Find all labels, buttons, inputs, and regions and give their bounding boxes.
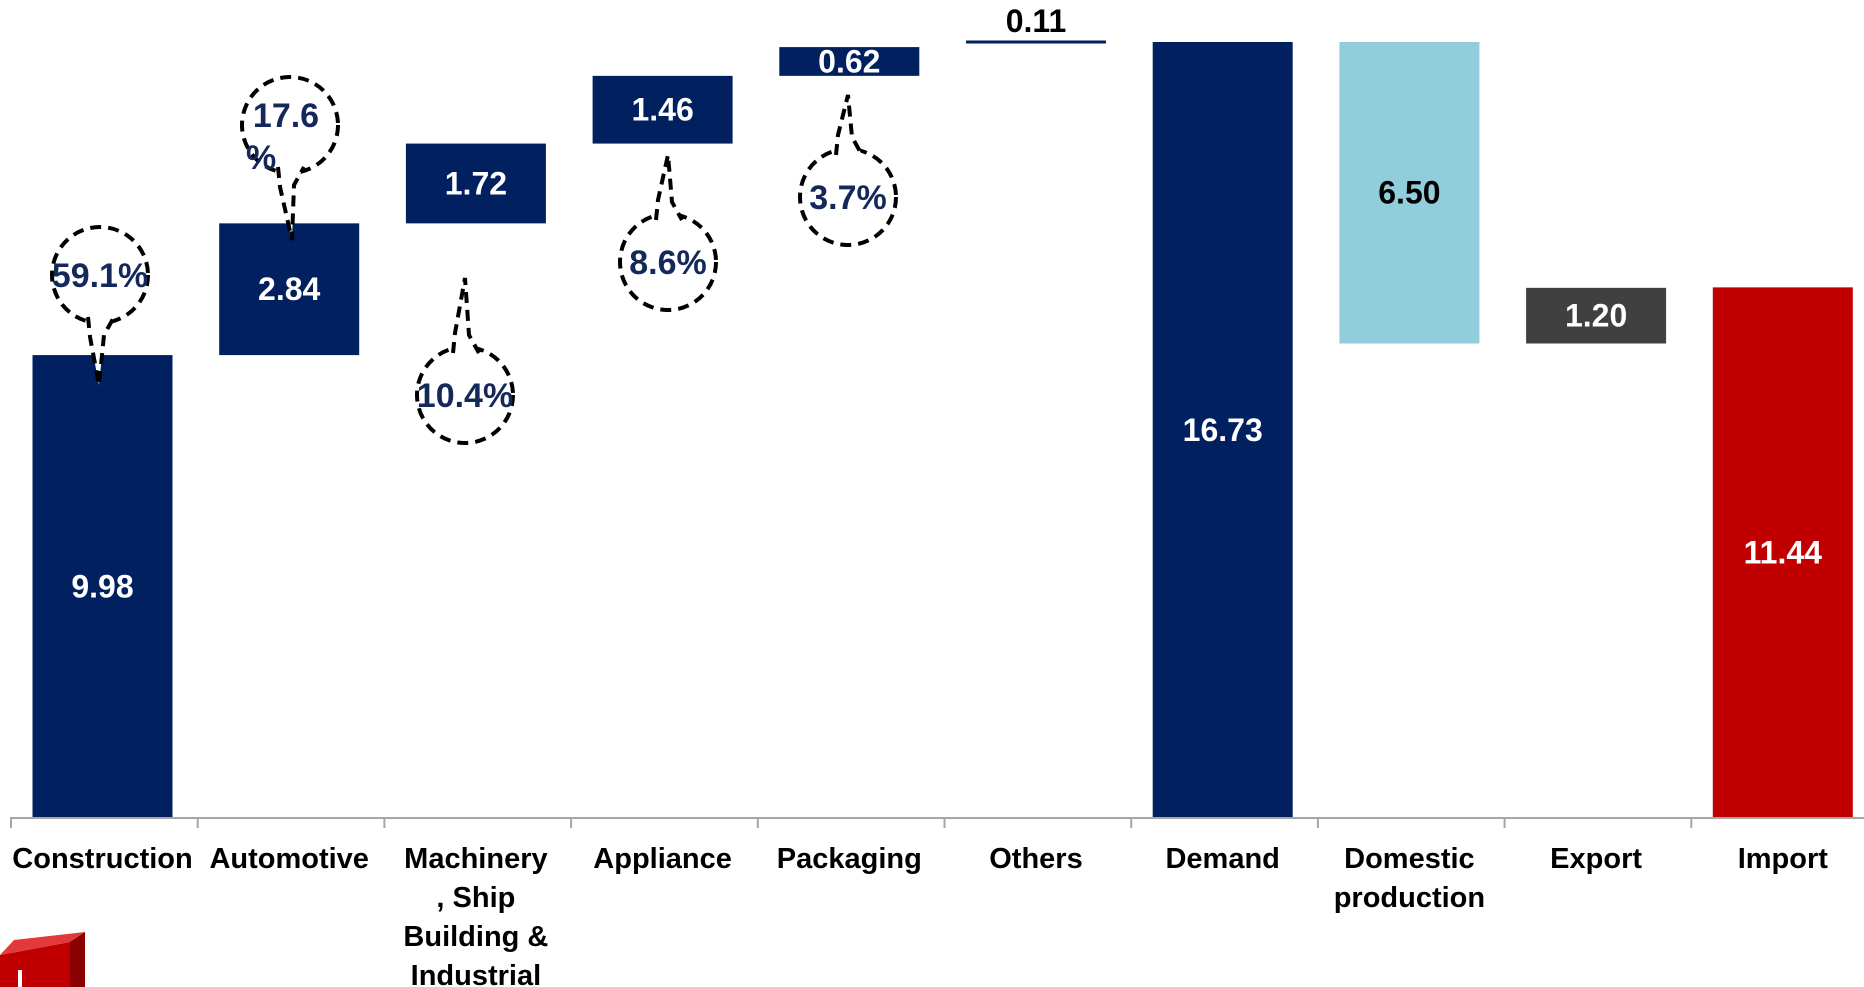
category-label-demand: Demand: [1165, 843, 1279, 875]
category-label-construction: Construction: [12, 843, 192, 875]
bar-export: [1526, 287, 1667, 344]
callout-tail: [834, 94, 864, 156]
bar-import: [1712, 287, 1853, 818]
category-label-packaging: Packaging: [777, 843, 922, 875]
x-axis: [10, 817, 1864, 828]
bars-layer: 9.98 2.84 1.72 1.46 0.62 0.11 16.73 6.50 1.20 11.…: [32, 3, 1853, 818]
callout-tail: [276, 166, 306, 241]
bar-demand: [1152, 42, 1293, 818]
value-label-automotive: 2.84: [258, 271, 320, 307]
bar-domestic-production: [1339, 42, 1480, 344]
share-callout-construction: 59.1%: [50, 225, 150, 386]
bar-construction: [32, 355, 173, 818]
bar-packaging: [779, 47, 920, 76]
logo: [0, 932, 85, 987]
category-label-others: Others: [989, 843, 1082, 875]
category-label-machinery-ship-building-industrial: Machinery, Ship Building & Industrial: [403, 843, 548, 987]
category-labels-layer: Construction Automotive Machinery, Ship Bui…: [12, 843, 1828, 987]
callout-tail: [654, 154, 684, 221]
share-label-machinery-ship-building-industrial: 10.4%: [417, 377, 513, 415]
value-label-import: 11.44: [1744, 535, 1823, 571]
bar-machinery-ship-building-industrial: [405, 143, 546, 224]
share-callout-packaging: 3.7%: [798, 94, 898, 247]
category-label-automotive: Automotive: [209, 843, 369, 875]
value-label-machinery-ship-building-industrial: 1.72: [445, 165, 507, 201]
share-callout-machinery-ship-building-industrial: 10.4%: [415, 277, 515, 445]
value-label-packaging: 0.62: [818, 43, 880, 79]
callout-tail: [86, 316, 116, 386]
value-label-construction: 9.98: [71, 569, 133, 605]
value-label-domestic-production: 6.50: [1378, 175, 1440, 211]
share-callout-automotive: 17.6%: [240, 75, 340, 241]
callout-bubbles-layer: 59.1% 17.6 % 10.4% 8.6% 3.7%: [50, 75, 898, 445]
bar-automotive: [219, 223, 360, 356]
share-callout-appliance: 8.6%: [618, 154, 718, 312]
value-label-demand: 16.73: [1183, 412, 1263, 448]
category-label-appliance: Appliance: [593, 843, 732, 875]
bar-appliance: [592, 75, 733, 144]
value-label-export: 1.20: [1565, 298, 1627, 334]
value-label-others: 0.11: [1006, 3, 1067, 39]
category-label-import: Import: [1738, 843, 1829, 875]
share-label-packaging: 3.7%: [809, 179, 887, 217]
share-label-appliance: 8.6%: [629, 244, 707, 282]
share-label-automotive: 17.6%: [246, 97, 319, 177]
share-label-construction: 59.1%: [52, 257, 148, 295]
value-label-appliance: 1.46: [631, 92, 693, 128]
category-label-domestic-production: Domestic production: [1334, 843, 1485, 914]
category-label-export: Export: [1550, 843, 1642, 875]
callout-tail: [451, 277, 481, 354]
